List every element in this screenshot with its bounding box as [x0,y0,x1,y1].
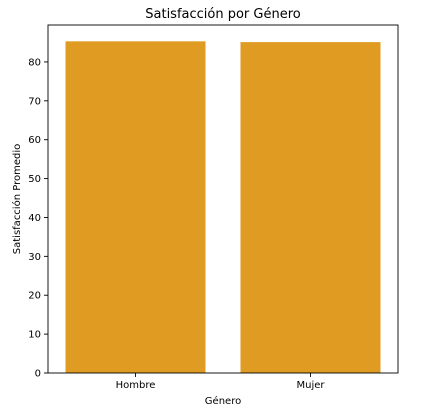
bar-hombre [65,41,206,374]
y-tick-label: 60 [28,135,41,146]
bar-mujer [240,42,381,374]
y-tick-label: 70 [28,96,41,107]
x-tick-label: Hombre [116,380,156,391]
y-tick-label: 10 [28,330,41,341]
y-tick-label: 20 [28,291,41,302]
x-axis-ticks: Hombre Mujer [116,373,325,391]
y-tick-label: 80 [28,57,41,68]
y-tick-label: 30 [28,252,41,263]
y-axis-ticks: 0 10 20 30 40 50 60 70 80 [28,57,48,380]
y-tick-label: 40 [28,213,41,224]
chart-title: Satisfacción por Género [145,7,301,22]
y-tick-label: 0 [35,369,41,380]
bars-group [65,41,381,374]
y-tick-label: 50 [28,174,41,185]
x-tick-label: Mujer [296,380,325,391]
x-axis-label: Género [205,395,241,407]
y-axis-label: Satisfacción Promedio [11,144,23,254]
plot-frame [47,24,399,374]
